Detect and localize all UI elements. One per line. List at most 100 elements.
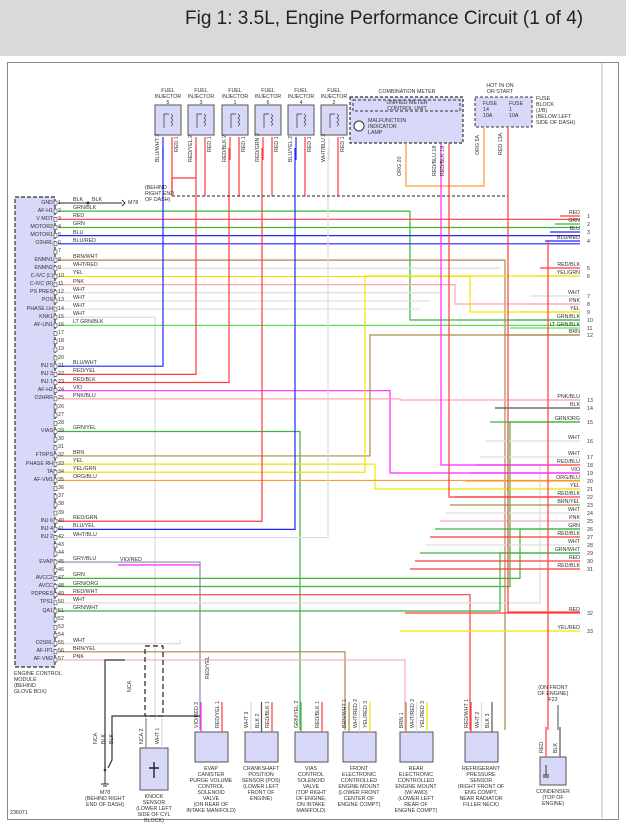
evap-label: EVAP CANISTER PURGE VOLUME CONTROL SOLEN… <box>186 766 236 814</box>
ecm-wire-label: BLU <box>73 229 84 236</box>
ecm-wire-2 <box>58 210 580 321</box>
ecm-wire-label: WHT <box>73 303 86 310</box>
ecm-wire-label: RED <box>73 213 85 220</box>
ecm-pin-signal: TA <box>46 468 53 475</box>
ecm-wire-label: ORG/BLU <box>73 474 97 481</box>
right-connector-pin-number: 33 <box>587 629 593 635</box>
coil-icon <box>163 113 173 128</box>
ecm-wire-10 <box>58 275 580 313</box>
ecm-wire-label: WHT/BLU <box>73 531 97 538</box>
right-connector-wire-label: YEL <box>569 483 580 489</box>
ecm-pin-number: 42 <box>58 534 64 541</box>
refrigerant-wire-label: BLK 3 <box>485 713 491 728</box>
ecm-pin-number: 47 <box>58 574 64 581</box>
ecm-pin-number: 36 <box>58 485 64 492</box>
ecm-pin-signal: QA1 <box>42 607 53 614</box>
ecm-pin-terminal <box>53 518 58 524</box>
ecm-pin-number: 40 <box>58 517 64 524</box>
ecm-pin-terminal <box>53 592 58 597</box>
right-connector-wire-label: PNK <box>569 515 580 521</box>
right-connector-wire-label: BLU <box>569 226 580 232</box>
front-mount-box <box>342 731 377 763</box>
m78-wire-label: BLK <box>101 733 107 744</box>
ecm-pin-terminal <box>53 265 58 271</box>
ecm-wire-label: YEL/GRN <box>73 466 97 473</box>
ecm-pin-terminal <box>53 396 58 402</box>
right-connector-wire-label: WHT <box>567 507 580 513</box>
ecm-pin-signal: O2SRL <box>35 640 53 647</box>
evap-splice-wire-label: VIO/RED <box>120 557 142 563</box>
ecm-pin-signal: INJ 2 <box>40 534 53 541</box>
right-connector-wire-label: RED/BLK <box>557 491 580 497</box>
ecm-pin-terminal <box>53 331 58 336</box>
right-connector-pin-number: 3 <box>587 230 590 236</box>
ground-icon <box>101 770 109 787</box>
shield-label: NCA <box>127 680 133 692</box>
right-connector-pin-number: 17 <box>587 455 593 461</box>
right-connector-pin-number: 1 <box>587 214 590 220</box>
meter-wire-label: RED/BLK 19 <box>440 145 446 176</box>
ecm-pin-signal: TPS1 <box>39 599 53 606</box>
evap-wire-label: VIO/RED 2 <box>194 701 200 728</box>
right-connector-pin-number: 13 <box>587 398 593 404</box>
vias-box <box>294 731 329 763</box>
fuel-injector-2 <box>221 104 249 136</box>
ecm-pin-number: 10 <box>58 272 64 279</box>
vias-wire-label: RED/BLK 1 <box>315 700 321 728</box>
ecm-wire-label: BRN/WHT <box>73 254 98 261</box>
injector-power-feed <box>171 177 196 196</box>
right-connector-wire-label: GRN <box>568 218 580 224</box>
right-connector-pin-number: 22 <box>587 495 593 501</box>
ecm-pin-terminal <box>53 633 58 638</box>
fuse-wire-label: ORG 5A <box>475 134 481 155</box>
right-connector-pin-number: 20 <box>587 479 593 485</box>
ecm-wire-55 <box>58 640 181 645</box>
ecm-pin-number: 13 <box>58 297 64 304</box>
right-connector-pin-number: 23 <box>587 503 593 509</box>
rear-mount-box <box>399 731 434 763</box>
ecm-wire-label: YEL <box>73 270 84 277</box>
right-connector-pin-number: 24 <box>587 511 593 517</box>
right-connector-wire-label: RED/BLK <box>557 563 580 569</box>
right-connector-pin-number: 28 <box>587 543 593 549</box>
right-connector-wire-label: WHT <box>567 539 580 545</box>
refrigerant-wire-label: RED/WHT 1 <box>464 698 470 728</box>
ecm-wire-56 <box>58 651 346 730</box>
fuse-1-label: FUSE 1 10A <box>509 101 524 119</box>
ecm-pin-signal: ENMN2 <box>34 264 53 271</box>
ecm-pin-terminal <box>53 486 58 491</box>
ecm-wire-label: PNK/BLU <box>73 392 96 399</box>
injector-label: FUEL INJECTOR 3 <box>187 88 215 106</box>
ecm-wire-42 <box>58 148 329 539</box>
ecm-pin-terminal <box>53 494 58 500</box>
ecm-wire-33 <box>58 463 580 490</box>
ecm-pin-terminal <box>53 641 58 646</box>
meter-red-blu-wire <box>440 143 560 466</box>
right-connector-pin-number: 29 <box>587 551 593 557</box>
ecm-pin-terminal <box>53 388 58 393</box>
ecm-pin-number: 12 <box>58 289 64 296</box>
right-connector-pin-number: 25 <box>587 519 593 525</box>
ecm-pin-number: 50 <box>58 599 64 606</box>
right-connector-pin-number: 10 <box>587 318 593 324</box>
m78-shield-wire <box>107 715 200 769</box>
fuse-wire-label: RED 13A <box>498 132 504 155</box>
coil-icon <box>196 113 206 128</box>
knock-sensor-shield <box>144 645 164 717</box>
ecm-pin-number: 54 <box>58 631 64 638</box>
refrigerant-wire-label: WHT 2 <box>474 711 481 728</box>
right-connector-wire-label: YEL/GRN <box>556 270 580 276</box>
right-connector-pin-number: 6 <box>587 274 590 280</box>
ecm-wire-label: GRN/YEL <box>73 425 97 432</box>
ecm-wire-34 <box>58 275 580 473</box>
ecm-pin-terminal <box>53 404 58 410</box>
injector-wire-label-b: RED 1 <box>340 136 346 152</box>
ecm-pin-number: 16 <box>58 321 64 328</box>
ecm-pin-number: 44 <box>58 550 64 557</box>
unified-meter-control-unit-box <box>352 99 461 112</box>
fuse-red-wire <box>507 128 580 613</box>
ecm-wire-label: RED/WHT <box>73 588 98 595</box>
evap-wire-label: RED/YEL 1 <box>215 701 221 728</box>
ecm-wire-label: GRN/WHT <box>73 605 99 611</box>
ecm-wire-label: BRN <box>73 449 85 456</box>
